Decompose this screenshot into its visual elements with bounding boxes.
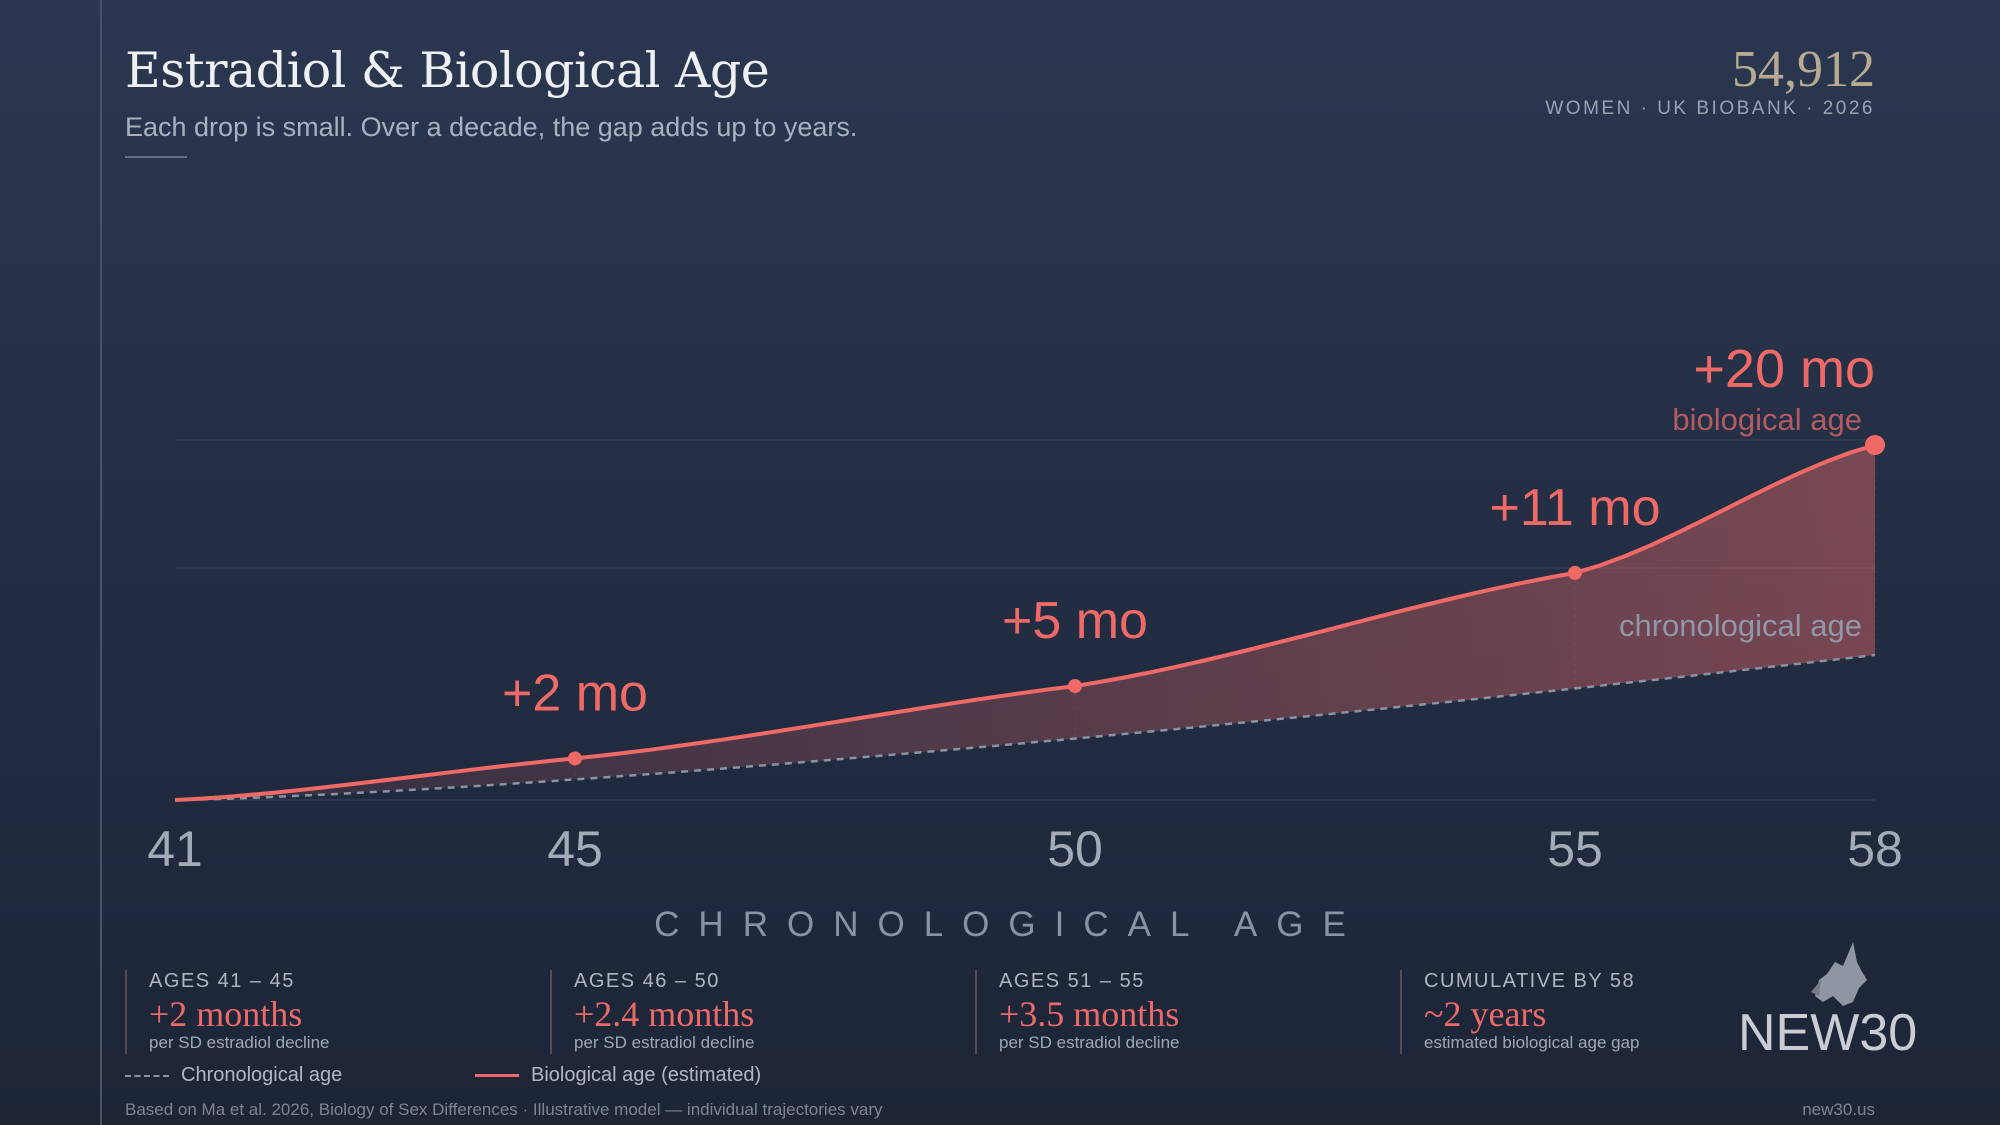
card-note: per SD estradiol decline [149,1033,330,1052]
card-note: per SD estradiol decline [999,1033,1180,1052]
biological-age-line-label: biological age [1672,402,1862,437]
card-label: CUMULATIVE BY 58 [1424,970,1636,992]
x-tick-label: 58 [1847,821,1903,877]
x-tick-label: 45 [547,821,603,877]
biological-age-line [174,443,1876,802]
x-axis-title: CHRONOLOGICAL AGE [654,905,1365,944]
chronological-age-line-label: chronological age [1619,608,1862,643]
gap-area [175,445,1875,800]
legend-item-biological: Biological age (estimated) [475,1064,761,1087]
gap-annotation-label: +11 mo [1489,479,1660,537]
gap-annotation-label: +2 mo [502,664,648,722]
card-label: AGES 51 – 55 [999,970,1145,992]
x-tick-label: 41 [147,821,203,877]
data-point-marker [1068,679,1082,694]
card-value: +2 months [149,994,303,1034]
legend-label-biological: Biological age (estimated) [531,1064,762,1086]
card-note: per SD estradiol decline [574,1033,755,1052]
stat-card-ages-51-55: AGES 51 – 55 +3.5 months per SD estradio… [975,970,1179,1054]
page-subtitle: Each drop is small. Over a decade, the g… [125,112,858,142]
card-value: +2.4 months [574,994,755,1034]
x-tick-label: 55 [1547,821,1603,877]
x-tick-label: 50 [1047,821,1103,877]
data-point-marker [568,751,582,766]
legend-item-chronological: Chronological age [125,1064,342,1087]
stat-card-ages-46-50: AGES 46 – 50 +2.4 months per SD estradio… [550,970,754,1054]
stat-card-cumulative: CUMULATIVE BY 58 ~2 years estimated biol… [1400,970,1639,1054]
stat-card-ages-41-45: AGES 41 – 45 +2 months per SD estradiol … [125,970,329,1054]
gap-annotation-label: +5 mo [1002,592,1148,650]
legend-solid-swatch [475,1074,519,1078]
page-title: Estradiol & Biological Age [125,42,770,99]
site-url: new30.us [1802,1100,1875,1119]
card-value: ~2 years [1424,994,1547,1034]
title-divider [125,156,187,158]
source-citation: Based on Ma et al. 2026, Biology of Sex … [125,1100,883,1119]
brand-logo-text: NEW30 [1738,1004,1918,1062]
card-value: +3.5 months [999,994,1180,1034]
sample-label: WOMEN · UK BIOBANK · 2026 [1545,98,1875,119]
data-point-marker [1568,565,1582,580]
gap-annotation-label: +20 mo [1693,339,1875,399]
left-accent-line [100,0,102,1125]
legend-label-chronological: Chronological age [181,1064,343,1086]
data-point-marker [1865,435,1885,455]
card-label: AGES 46 – 50 [574,970,720,992]
unicorn-icon [1811,942,1867,1006]
card-note: estimated biological age gap [1424,1033,1640,1052]
card-label: AGES 41 – 45 [149,970,295,992]
legend-dashed-swatch [125,1074,169,1077]
chronological-age-line [174,653,1876,802]
sample-size: 54,912 [1732,41,1875,98]
